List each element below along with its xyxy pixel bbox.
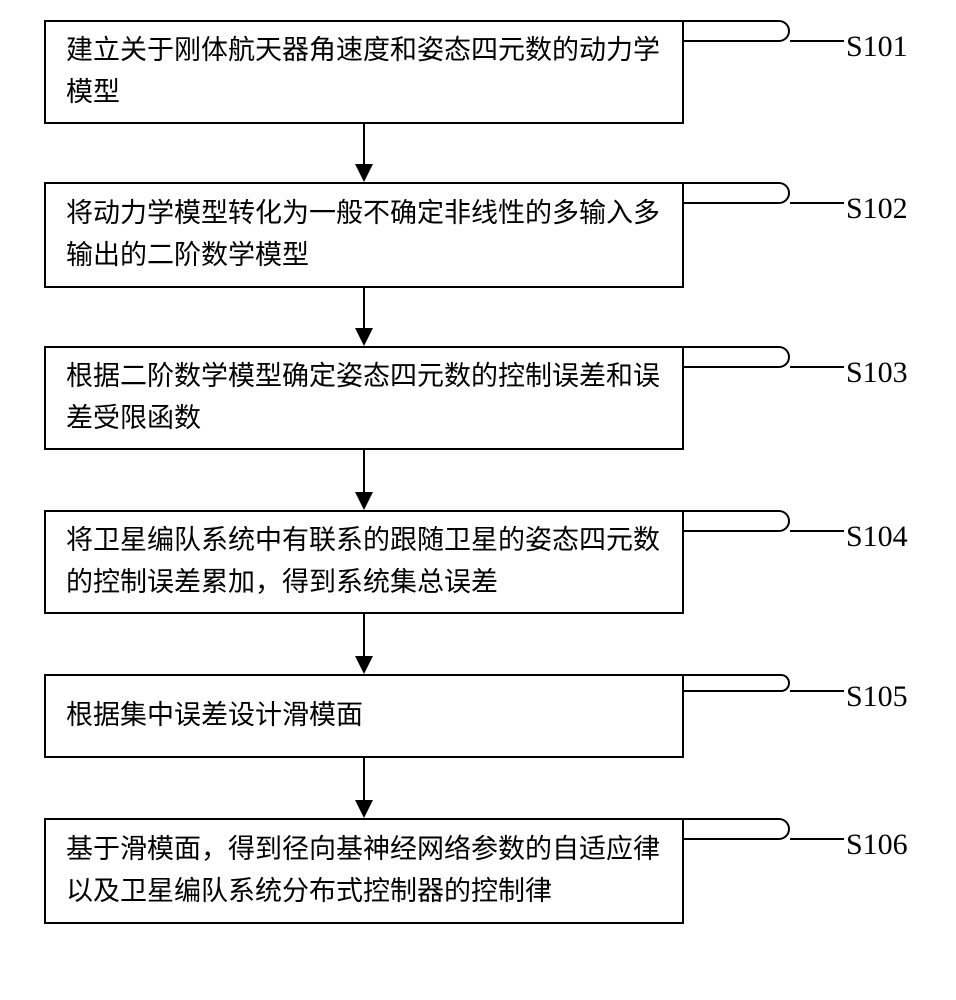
flow-arrow-stem: [363, 450, 365, 492]
label-connector-tail: [790, 40, 844, 42]
flow-step-label: S106: [846, 828, 908, 862]
flow-arrow-head: [355, 656, 373, 674]
flow-step-text: 根据二阶数学模型确定姿态四元数的控制误差和误差受限函数: [66, 356, 666, 440]
flow-step-text: 将动力学模型转化为一般不确定非线性的多输入多输出的二阶数学模型: [66, 193, 666, 277]
label-connector-curve: [682, 346, 790, 368]
flow-step-box: 将动力学模型转化为一般不确定非线性的多输入多输出的二阶数学模型: [44, 182, 684, 288]
flow-step-box: 将卫星编队系统中有联系的跟随卫星的姿态四元数的控制误差累加，得到系统集总误差: [44, 510, 684, 614]
flow-step-label: S105: [846, 680, 908, 714]
flow-step-label: S101: [846, 30, 908, 64]
label-connector-curve: [682, 818, 790, 840]
label-connector-curve: [682, 182, 790, 204]
flow-step-box: 根据集中误差设计滑模面: [44, 674, 684, 758]
label-connector-tail: [790, 530, 844, 532]
flow-arrow-stem: [363, 758, 365, 800]
flow-arrow-head: [355, 492, 373, 510]
flow-arrow-head: [355, 800, 373, 818]
label-connector-curve: [682, 20, 790, 42]
flow-step-label: S103: [846, 356, 908, 390]
flow-arrow-stem: [363, 614, 365, 656]
flow-step-text: 根据集中误差设计滑模面: [66, 695, 666, 737]
label-connector-curve: [682, 674, 790, 692]
flow-step-label: S104: [846, 520, 908, 554]
label-connector-curve: [682, 510, 790, 532]
flow-arrow-head: [355, 164, 373, 182]
flow-step-text: 将卫星编队系统中有联系的跟随卫星的姿态四元数的控制误差累加，得到系统集总误差: [66, 520, 666, 604]
flow-step-box: 基于滑模面，得到径向基神经网络参数的自适应律以及卫星编队系统分布式控制器的控制律: [44, 818, 684, 924]
flow-arrow-stem: [363, 124, 365, 164]
label-connector-tail: [790, 366, 844, 368]
flow-arrow-stem: [363, 288, 365, 328]
flow-step-text: 建立关于刚体航天器角速度和姿态四元数的动力学模型: [66, 30, 666, 114]
flowchart-canvas: 建立关于刚体航天器角速度和姿态四元数的动力学模型 S101 将动力学模型转化为一般不…: [0, 0, 956, 1000]
flow-step-box: 根据二阶数学模型确定姿态四元数的控制误差和误差受限函数: [44, 346, 684, 450]
label-connector-tail: [790, 838, 844, 840]
flow-step-text: 基于滑模面，得到径向基神经网络参数的自适应律以及卫星编队系统分布式控制器的控制律: [66, 829, 666, 913]
label-connector-tail: [790, 202, 844, 204]
label-connector-tail: [790, 690, 844, 692]
flow-arrow-head: [355, 328, 373, 346]
flow-step-label: S102: [846, 192, 908, 226]
flow-step-box: 建立关于刚体航天器角速度和姿态四元数的动力学模型: [44, 20, 684, 124]
